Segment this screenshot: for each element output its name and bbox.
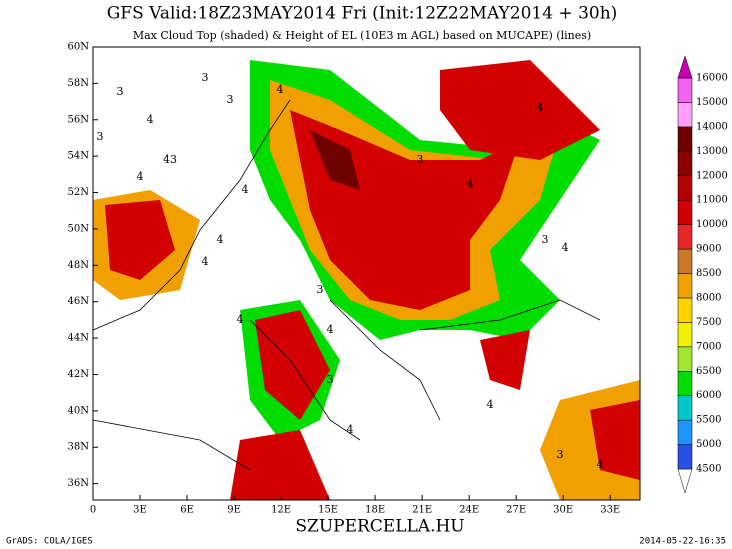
colorbar-label: 15000 [696,97,728,108]
x-tick-label: 15E [318,505,338,516]
x-tick-label: 18E [365,505,385,516]
y-tick-label: 52N [68,187,90,198]
colorbar-label: 11000 [696,195,728,206]
footer-right: 2014-05-22-16:35 [639,537,726,547]
contour-label: 3 [557,448,564,461]
x-tick-label: 12E [271,505,291,516]
y-tick-label: 46N [68,296,90,307]
colorbar-box [677,126,693,152]
contour-label: 4 [147,113,154,126]
colorbar-low [677,468,693,494]
colorbar-label: 6500 [696,366,721,377]
contour-label: 4 [327,323,334,336]
contour-label: 3 [327,373,334,386]
colorbar-label: 8000 [696,292,721,303]
y-tick-label: 56N [68,114,90,125]
colorbar-box [677,151,693,176]
contour-label: 3 [117,85,124,98]
colorbar-label: 13000 [696,146,728,157]
colorbar-label: 6000 [696,390,721,401]
subtitle: Max Cloud Top (shaded) & Height of EL (1… [133,29,591,42]
contour-label: 3 [317,283,324,296]
colorbar-label: 4500 [696,464,721,475]
colorbar-box [677,273,693,299]
map-frame [92,46,641,501]
contour-label: 4 [597,458,604,471]
contour-label: 3 [97,130,104,143]
colorbar-box [677,224,693,250]
contour-label: 4 [237,313,244,326]
y-tick-label: 42N [68,369,90,380]
colorbar-label: 9000 [696,244,721,255]
contour-label: 4 [242,183,249,196]
colorbar-label: 16000 [696,73,728,84]
colorbar-label: 8500 [696,268,721,279]
contour-label: 3 [202,71,209,84]
colorbar-box [677,77,693,103]
contour-label: 4 [467,178,474,191]
colorbar-box [677,248,693,274]
colorbar-box [677,297,693,323]
colorbar-high [677,55,693,79]
colorbar-box [677,322,693,348]
contour-label: 43 [163,153,177,166]
y-tick-label: 36N [68,478,90,489]
footer-left: GrADS: COLA/IGES [6,537,93,547]
y-tick-label: 38N [68,442,90,453]
colorbar-box [677,175,693,201]
x-tick-label: 0 [90,505,96,516]
contour-label: 3 [542,233,549,246]
colorbar-label: 10000 [696,219,728,230]
colorbar-label: 7500 [696,317,721,328]
colorbar-box [677,395,693,421]
contour-label: 4 [277,83,284,96]
x-tick-label: 6E [180,505,194,516]
title: GFS Valid:18Z23MAY2014 Fri (Init:12Z22MA… [107,4,618,24]
x-tick-label: 30E [553,505,573,516]
colorbar-box [677,346,693,372]
y-tick-label: 40N [68,405,90,416]
contour-label: 4 [562,241,569,254]
y-tick-label: 48N [68,260,90,271]
x-tick-label: 27E [506,505,526,516]
y-tick-label: 58N [68,78,90,89]
y-tick-label: 44N [68,333,90,344]
colorbar-box [677,419,693,445]
x-tick-label: 24E [459,505,479,516]
contour-label: 4 [347,423,354,436]
colorbar-label: 12000 [696,170,728,181]
x-tick-label: 9E [227,505,241,516]
contour-label: 3 [417,153,424,166]
contour-label: 4 [217,233,224,246]
colorbar-label: 7000 [696,341,721,352]
coastlines [92,99,601,471]
colorbar-box [677,102,693,128]
map-shading [93,47,640,500]
x-tick-label: 21E [412,505,432,516]
y-tick-label: 60N [68,42,90,53]
colorbar-label: 5000 [696,439,721,450]
contour-label: 4 [537,101,544,114]
contour-label: 4 [487,398,494,411]
contour-label: 4 [137,170,144,183]
contour-label: 4 [202,255,209,268]
colorbar-box [677,199,693,225]
x-tick-label: 3E [133,505,147,516]
contour-label: 3 [227,93,234,106]
colorbar-label: 14000 [696,121,728,132]
colorbar-box [677,444,693,470]
x-tick-label: 33E [600,505,620,516]
y-tick-label: 54N [68,151,90,162]
colorbar-box [677,371,693,396]
y-tick-label: 50N [68,223,90,234]
footer-center: SZUPERCELLA.HU [295,517,464,537]
colorbar-label: 5500 [696,415,721,426]
